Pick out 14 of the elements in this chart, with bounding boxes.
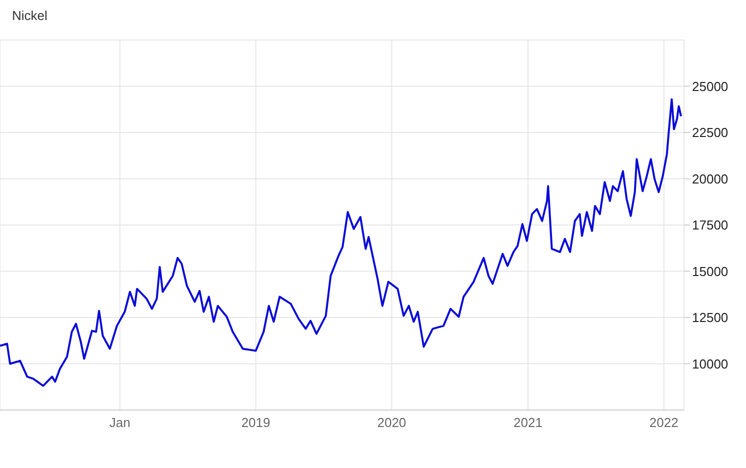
x-tick-label: Jan	[109, 415, 130, 430]
x-tick-label: 2019	[241, 415, 270, 430]
x-tick-label: 2022	[649, 415, 678, 430]
y-tick-label: 10000	[692, 356, 728, 372]
y-tick-label: 20000	[692, 171, 728, 186]
y-tick-label: 22500	[692, 125, 728, 140]
line-series	[0, 98, 682, 387]
y-tick-label: 15000	[692, 264, 728, 279]
y-tick-label: 12500	[692, 310, 728, 326]
y-tick-label: 25000	[692, 78, 728, 94]
x-tick-label: 2020	[377, 415, 406, 430]
x-tick-label: 2021	[514, 415, 542, 430]
y-tick-label: 17500	[692, 218, 728, 233]
chart-title: Nickel	[12, 8, 48, 23]
